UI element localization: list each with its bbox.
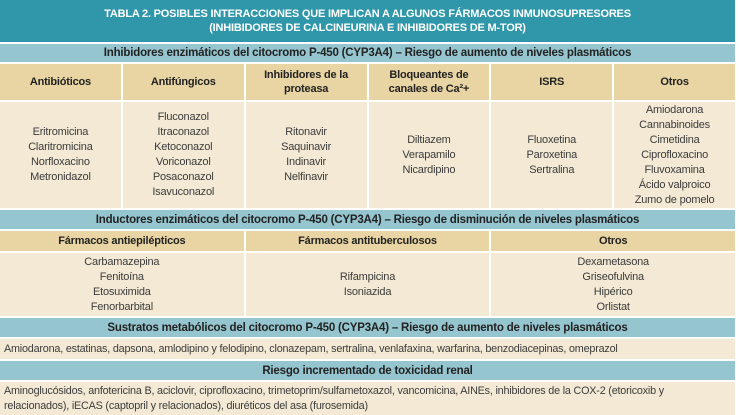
column-header-otros-2: Otros <box>491 231 735 251</box>
cell-antifungicos: Fluconazol Itraconazol Ketoconazol Voric… <box>122 102 244 208</box>
column-header-antibioticos: Antibióticos <box>0 64 121 100</box>
sustratos-text: Amiodarona, estatinas, dapsona, amlodipi… <box>0 339 735 359</box>
cell-isrs: Fluoxetina Paroxetina Sertralina <box>491 102 613 208</box>
section-header-toxicidad: Riesgo incrementado de toxicidad renal <box>0 361 735 380</box>
table-title: TABLA 2. POSIBLES INTERACCIONES QUE IMPL… <box>0 0 735 42</box>
section-header-sustratos: Sustratos metabólicos del citocromo P-45… <box>0 318 735 337</box>
cell-otros-2: Dexametasona Griseofulvina Hipérico Orli… <box>491 253 735 316</box>
table-title-line1: TABLA 2. POSIBLES INTERACCIONES QUE IMPL… <box>104 8 631 20</box>
inductores-column-headers: Fármacos antiepilépticos Fármacos antitu… <box>0 231 735 251</box>
cell-antibioticos: Eritromicina Claritromicina Norfloxacino… <box>0 102 121 208</box>
inhibidores-column-headers: Antibióticos Antifúngicos Inhibidores de… <box>0 64 735 100</box>
inductores-cells: Carbamazepina Fenitoína Etosuximida Feno… <box>0 253 735 316</box>
table-title-line2: (INHIBIDORES DE CALCINEURINA E INHIBIDOR… <box>209 22 526 34</box>
section-header-inductores: Inductores enzimáticos del citocromo P-4… <box>0 210 735 229</box>
cell-otros-1: Amiodarona Cannabinoides Cimetidina Cipr… <box>614 102 735 208</box>
cell-inhibidores-proteasa: Ritonavir Saquinavir Indinavir Nelfinavi… <box>245 102 367 208</box>
cell-antituberculosos: Rifampicina Isoniazida <box>245 253 490 316</box>
cell-antiepilepticos: Carbamazepina Fenitoína Etosuximida Feno… <box>0 253 244 316</box>
column-header-antiepilepticos: Fármacos antiepilépticos <box>0 231 244 251</box>
column-header-inhibidores-proteasa: Inhibidores de la proteasa <box>245 64 367 100</box>
toxicidad-text: Aminoglucósidos, anfotericina B, aciclov… <box>0 382 735 415</box>
column-header-isrs: ISRS <box>491 64 613 100</box>
column-header-otros-1: Otros <box>614 64 735 100</box>
cell-bloqueantes-ca: Diltiazem Verapamilo Nicardipino <box>368 102 490 208</box>
column-header-antituberculosos: Fármacos antituberculosos <box>245 231 490 251</box>
inhibidores-cells: Eritromicina Claritromicina Norfloxacino… <box>0 102 735 208</box>
column-header-antifungicos: Antifúngicos <box>122 64 244 100</box>
section-header-inhibidores: Inhibidores enzimáticos del citocromo P-… <box>0 44 735 62</box>
column-header-bloqueantes-ca: Bloqueantes de canales de Ca²+ <box>368 64 490 100</box>
